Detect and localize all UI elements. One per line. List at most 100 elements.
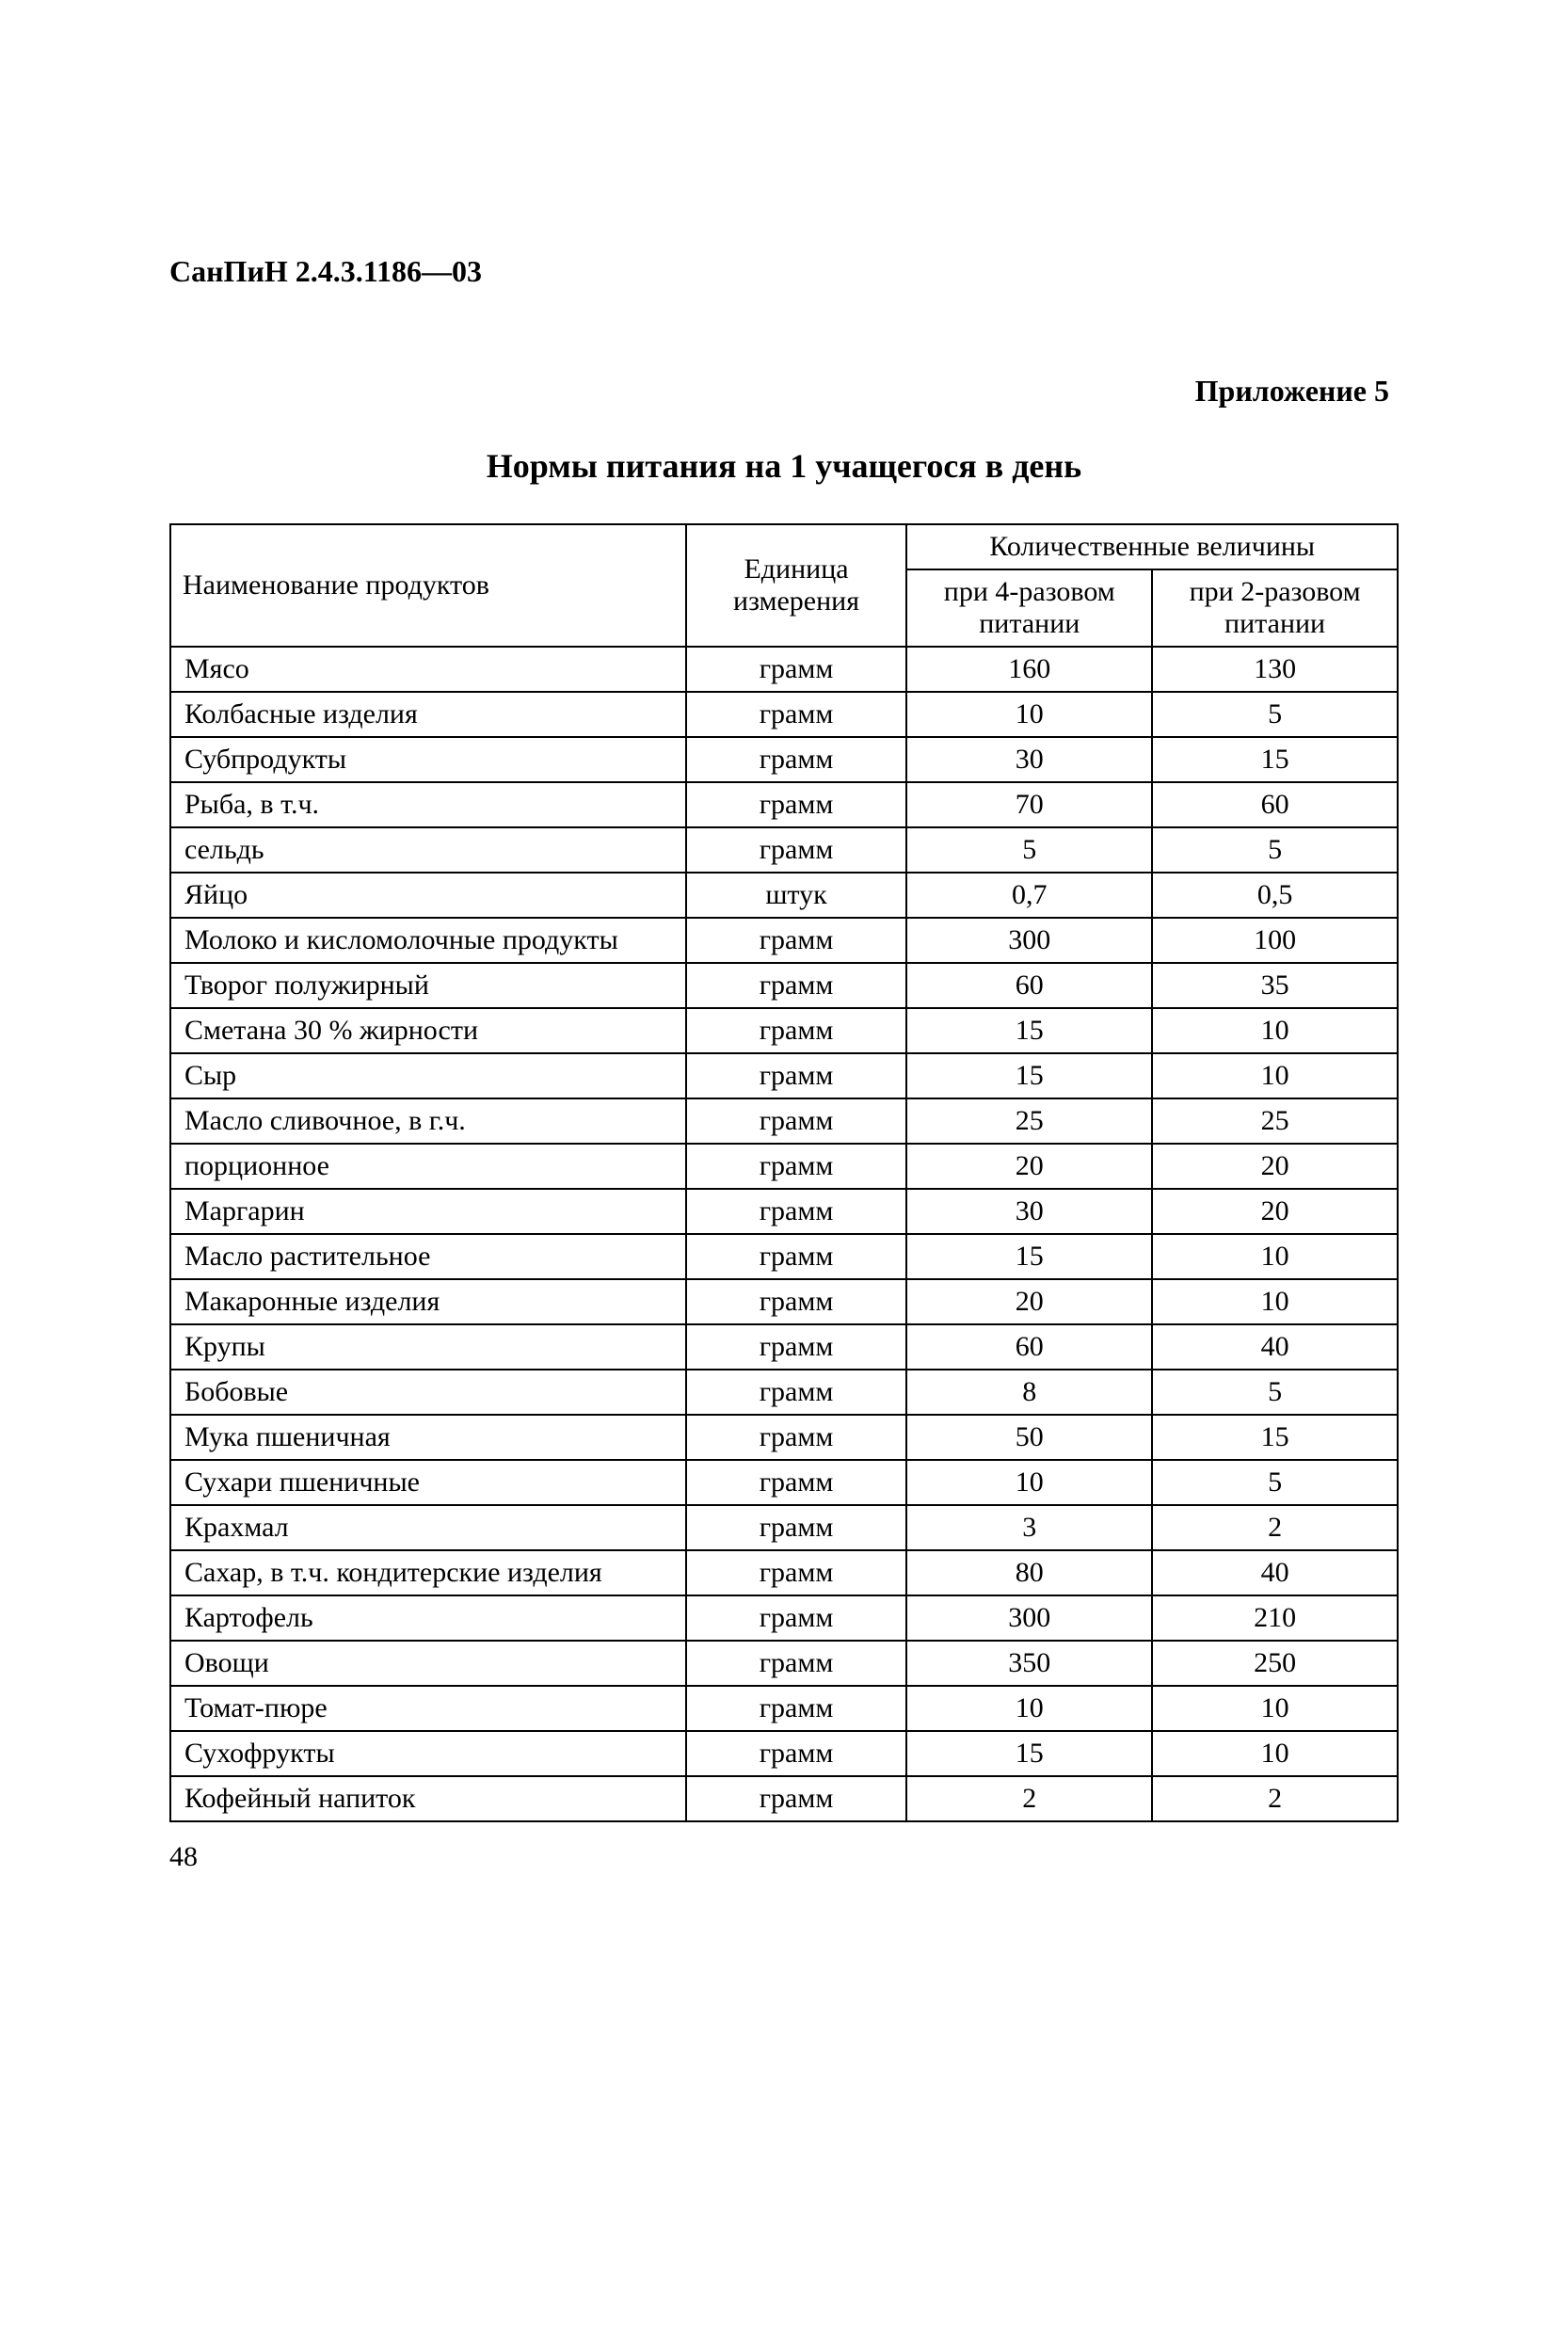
cell-product: Мясо (170, 647, 686, 692)
cell-val4: 25 (906, 1098, 1152, 1144)
cell-val4: 5 (906, 827, 1152, 873)
cell-val4: 0,7 (906, 873, 1152, 918)
cell-unit: грамм (686, 1686, 907, 1731)
table-row: Мясограмм160130 (170, 647, 1398, 692)
table-row: Субпродуктыграмм3015 (170, 737, 1398, 782)
cell-val4: 2 (906, 1776, 1152, 1821)
cell-val4: 80 (906, 1550, 1152, 1595)
cell-unit: грамм (686, 1189, 907, 1234)
cell-unit: грамм (686, 1505, 907, 1550)
table-row: Крахмалграмм32 (170, 1505, 1398, 1550)
col-header-product: Наименование продуктов (170, 524, 686, 647)
cell-val4: 300 (906, 918, 1152, 963)
cell-unit: грамм (686, 1415, 907, 1460)
table-row: Бобовыеграмм85 (170, 1370, 1398, 1415)
cell-val2: 100 (1152, 918, 1398, 963)
cell-product: Бобовые (170, 1370, 686, 1415)
cell-unit: грамм (686, 918, 907, 963)
cell-product: Сахар, в т.ч. кондитерские изделия (170, 1550, 686, 1595)
cell-product: Сметана 30 % жирности (170, 1008, 686, 1053)
cell-val2: 10 (1152, 1008, 1398, 1053)
cell-unit: грамм (686, 647, 907, 692)
cell-val4: 15 (906, 1053, 1152, 1098)
cell-val4: 15 (906, 1008, 1152, 1053)
cell-val2: 60 (1152, 782, 1398, 827)
cell-product: сельдь (170, 827, 686, 873)
cell-val2: 5 (1152, 1370, 1398, 1415)
table-row: Сырграмм1510 (170, 1053, 1398, 1098)
cell-unit: грамм (686, 1144, 907, 1189)
cell-val4: 10 (906, 1460, 1152, 1505)
cell-val2: 10 (1152, 1234, 1398, 1279)
cell-unit: грамм (686, 1460, 907, 1505)
cell-val4: 10 (906, 1686, 1152, 1731)
cell-val4: 30 (906, 737, 1152, 782)
cell-val4: 160 (906, 647, 1152, 692)
col-header-values-group: Количественные величины (906, 524, 1398, 569)
cell-val2: 5 (1152, 692, 1398, 737)
cell-unit: грамм (686, 1731, 907, 1776)
cell-product: Кофейный напиток (170, 1776, 686, 1821)
cell-val4: 3 (906, 1505, 1152, 1550)
table-row: порционноеграмм2020 (170, 1144, 1398, 1189)
cell-val4: 30 (906, 1189, 1152, 1234)
cell-product: Маргарин (170, 1189, 686, 1234)
table-row: Мука пшеничнаяграмм5015 (170, 1415, 1398, 1460)
cell-val2: 210 (1152, 1595, 1398, 1641)
table-row: Творог полужирныйграмм6035 (170, 963, 1398, 1008)
cell-val4: 300 (906, 1595, 1152, 1641)
table-row: Сухофруктыграмм1510 (170, 1731, 1398, 1776)
table-row: Рыба, в т.ч.грамм7060 (170, 782, 1398, 827)
cell-unit: грамм (686, 1595, 907, 1641)
cell-val4: 15 (906, 1234, 1152, 1279)
cell-product: Овощи (170, 1641, 686, 1686)
table-row: Картофельграмм300210 (170, 1595, 1398, 1641)
cell-product: Мука пшеничная (170, 1415, 686, 1460)
cell-val2: 0,5 (1152, 873, 1398, 918)
cell-product: Крахмал (170, 1505, 686, 1550)
table-row: Крупыграмм6040 (170, 1324, 1398, 1370)
cell-val4: 20 (906, 1144, 1152, 1189)
cell-val2: 20 (1152, 1189, 1398, 1234)
cell-product: Сыр (170, 1053, 686, 1098)
cell-val4: 70 (906, 782, 1152, 827)
table-row: Сметана 30 % жирностиграмм1510 (170, 1008, 1398, 1053)
cell-product: Масло сливочное, в г.ч. (170, 1098, 686, 1144)
table-row: Кофейный напитокграмм22 (170, 1776, 1398, 1821)
table-row: Колбасные изделияграмм105 (170, 692, 1398, 737)
cell-val2: 5 (1152, 827, 1398, 873)
table-row: Сахар, в т.ч. кондитерские изделияграмм8… (170, 1550, 1398, 1595)
table-row: Молоко и кисломолочные продуктыграмм3001… (170, 918, 1398, 963)
table-row: Маргаринграмм3020 (170, 1189, 1398, 1234)
cell-product: Картофель (170, 1595, 686, 1641)
page-title: Нормы питания на 1 учащегося в день (169, 446, 1399, 486)
table-row: Томат-пюреграмм1010 (170, 1686, 1398, 1731)
cell-product: Субпродукты (170, 737, 686, 782)
cell-unit: грамм (686, 963, 907, 1008)
cell-val2: 20 (1152, 1144, 1398, 1189)
cell-val2: 40 (1152, 1324, 1398, 1370)
cell-product: Крупы (170, 1324, 686, 1370)
cell-product: Сухофрукты (170, 1731, 686, 1776)
cell-product: Рыба, в т.ч. (170, 782, 686, 827)
cell-val2: 40 (1152, 1550, 1398, 1595)
col-header-unit: Единица измерения (686, 524, 907, 647)
cell-product: Колбасные изделия (170, 692, 686, 737)
cell-unit: грамм (686, 1550, 907, 1595)
cell-val4: 50 (906, 1415, 1152, 1460)
cell-unit: грамм (686, 1776, 907, 1821)
cell-val4: 8 (906, 1370, 1152, 1415)
cell-product: Сухари пшеничные (170, 1460, 686, 1505)
cell-val4: 10 (906, 692, 1152, 737)
col-header-val4: при 4-разовом питании (906, 569, 1152, 647)
cell-unit: грамм (686, 1098, 907, 1144)
cell-unit: грамм (686, 1234, 907, 1279)
table-row: Яйцоштук0,70,5 (170, 873, 1398, 918)
cell-product: Молоко и кисломолочные продукты (170, 918, 686, 963)
cell-product: Творог полужирный (170, 963, 686, 1008)
cell-val2: 2 (1152, 1505, 1398, 1550)
cell-val2: 5 (1152, 1460, 1398, 1505)
table-row: Овощиграмм350250 (170, 1641, 1398, 1686)
cell-product: порционное (170, 1144, 686, 1189)
cell-val4: 60 (906, 963, 1152, 1008)
